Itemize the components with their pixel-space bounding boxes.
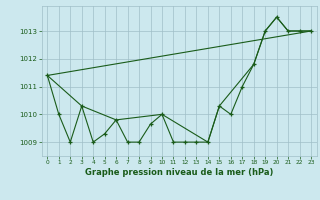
- X-axis label: Graphe pression niveau de la mer (hPa): Graphe pression niveau de la mer (hPa): [85, 168, 273, 177]
